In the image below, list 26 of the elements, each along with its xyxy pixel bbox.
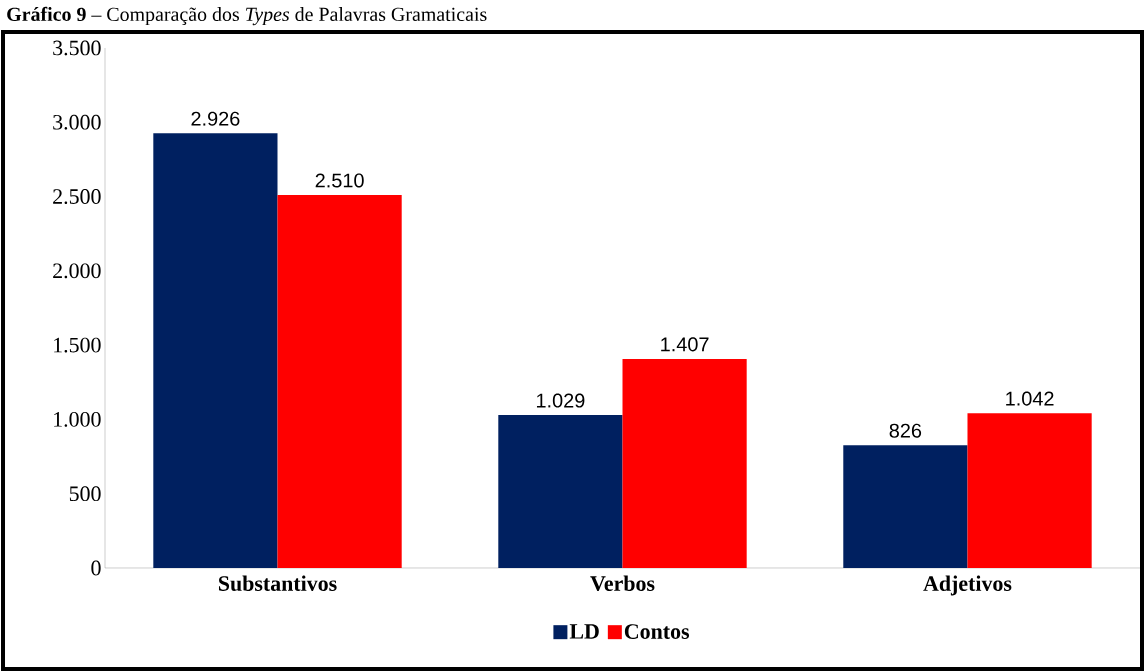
y-tick-label: 0 [91, 560, 101, 576]
data-label: 1.407 [661, 337, 709, 352]
data-label: 1.029 [536, 393, 585, 408]
bar [843, 445, 968, 568]
data-label: 2.510 [315, 173, 364, 188]
y-tick-label: 2.500 [53, 189, 101, 204]
y-tick-label: 1.500 [54, 337, 101, 353]
y-tick-label: 2.000 [53, 263, 101, 279]
chart-title: Gráfico 9 – Comparação dos Types de Palavras Gramaticais [7, 6, 487, 26]
legend-label: Contos [624, 624, 690, 639]
x-tick-label: Substantivos [218, 575, 337, 591]
x-tick-label: Verbos [590, 575, 655, 592]
y-tick-label: 500 [69, 486, 101, 502]
bar [967, 413, 1092, 568]
y-tick-label: 3.500 [53, 40, 101, 56]
bar [498, 415, 623, 568]
bar [277, 195, 402, 568]
data-label: 2.926 [191, 111, 240, 126]
x-tick-label: Adjetivos [923, 575, 1012, 596]
data-label: 1.042 [1006, 391, 1054, 406]
legend-label: LD [569, 624, 599, 639]
y-tick-label: 3.000 [53, 114, 101, 130]
data-label: 826 [889, 423, 922, 438]
bar [153, 133, 278, 568]
y-tick-label: 1.000 [54, 411, 101, 427]
bar [622, 358, 747, 568]
